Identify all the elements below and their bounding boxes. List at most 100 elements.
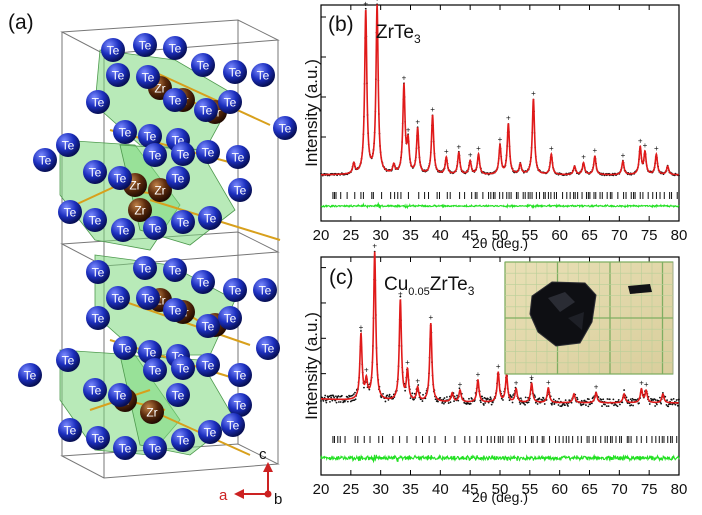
observed-point (648, 403, 651, 405)
te-atom: Te (143, 216, 167, 240)
te-atom: Te (106, 63, 130, 87)
te-atom-sphere (223, 60, 247, 84)
te-atom-label: Te (24, 368, 37, 382)
calculated-line (320, 251, 679, 404)
peak-apex-marker: + (498, 135, 503, 144)
observed-point (665, 404, 668, 406)
te-atom: Te (198, 206, 222, 230)
te-atom: Te (196, 314, 220, 338)
x-tick-label: 30 (372, 227, 389, 244)
x-ticks-b (320, 5, 680, 221)
observed-point (579, 403, 582, 405)
observed-point (387, 399, 390, 401)
observed-point (613, 404, 615, 407)
calculated-curve-b (320, 4, 679, 176)
te-atom-sphere (223, 278, 247, 302)
te-atom-label: Te (92, 311, 105, 325)
observed-point (619, 403, 621, 406)
x-tick-label: 25 (342, 481, 359, 498)
te-atom-label: Te (142, 291, 155, 305)
observed-point (329, 400, 331, 403)
observed-point (630, 404, 633, 406)
te-atom-sphere (58, 418, 82, 442)
observed-point (439, 396, 442, 399)
te-atom: Te (171, 210, 195, 234)
observed-point (382, 392, 384, 395)
te-atom-sphere (143, 216, 167, 240)
te-atom-label: Te (257, 68, 270, 82)
te-atom: Te (171, 356, 195, 380)
x-tick-label: 30 (372, 481, 389, 498)
x-tick-label: 45 (462, 481, 479, 498)
te-atom-label: Te (62, 138, 75, 152)
te-atom: Te (228, 178, 252, 202)
observed-point (481, 395, 483, 398)
observed-point (437, 400, 439, 403)
observed-point (629, 398, 632, 401)
observed-point (519, 397, 522, 400)
observed-point (576, 396, 578, 399)
observed-point (564, 404, 566, 407)
zr-atom: Zr (128, 198, 152, 222)
ylabel-b: Intensity (a.u.) (302, 59, 321, 167)
observed-point (562, 402, 565, 405)
te-atom: Te (251, 63, 275, 87)
te-atom: Te (143, 436, 167, 460)
observed-point (411, 392, 414, 395)
te-atom-label: Te (200, 103, 213, 117)
te-atom-sphere (218, 306, 242, 330)
peak-apex-marker: + (415, 377, 420, 386)
peak-apex-marker: + (638, 136, 643, 145)
observed-point (674, 403, 677, 406)
peak-apex-marker: + (549, 144, 554, 153)
x-tick-label: 75 (641, 481, 658, 498)
te-atom-sphere (196, 314, 220, 338)
peak-apex-marker: + (506, 113, 511, 122)
observed-point (363, 386, 365, 389)
x-ticks-c (320, 257, 680, 475)
x-tick-label: 35 (402, 227, 419, 244)
observed-point (551, 403, 553, 406)
te-atom-label: Te (107, 43, 120, 57)
observed-point (518, 401, 521, 404)
x-tick-label: 45 (462, 227, 479, 244)
observed-point (522, 402, 525, 405)
peak-apex-marker: + (359, 323, 364, 332)
observed-point (480, 401, 482, 404)
b-axis-label: b (274, 491, 282, 508)
peak-apex-marker: + (514, 378, 519, 387)
te-atom-label: Te (149, 148, 162, 162)
peak-apex-marker: + (428, 313, 433, 322)
te-atom: Te (221, 413, 245, 437)
peak-apex-marker: + (430, 105, 435, 114)
te-atom-sphere (218, 90, 242, 114)
te-atom-label: Te (64, 423, 77, 437)
observed-point (458, 387, 461, 390)
te-atom: Te (218, 90, 242, 114)
peak-apex-marker: + (496, 362, 501, 371)
observed-point (576, 398, 579, 401)
te-atom-label: Te (62, 353, 75, 367)
observed-point (512, 394, 515, 396)
te-atom-label: Te (112, 291, 125, 305)
observed-point (404, 389, 407, 392)
te-atom-label: Te (197, 275, 210, 289)
te-atom: Te (226, 145, 250, 169)
te-atom-label: Te (117, 223, 130, 237)
small-crystal (628, 284, 652, 294)
te-atom-label: Te (119, 441, 132, 455)
te-atom: Te (138, 124, 162, 148)
te-atom: Te (56, 348, 80, 372)
te-atom-label: Te (92, 431, 105, 445)
observed-point (524, 396, 527, 399)
te-atom-sphere (163, 298, 187, 322)
te-atom: Te (256, 336, 280, 360)
observed-point (335, 395, 337, 398)
observed-point (352, 393, 355, 396)
te-atom-sphere (166, 166, 190, 190)
observed-point (659, 396, 661, 399)
xlabel-b: 2θ (deg.) (472, 235, 528, 251)
te-atom-sphere (221, 413, 245, 437)
observed-point (570, 401, 573, 404)
